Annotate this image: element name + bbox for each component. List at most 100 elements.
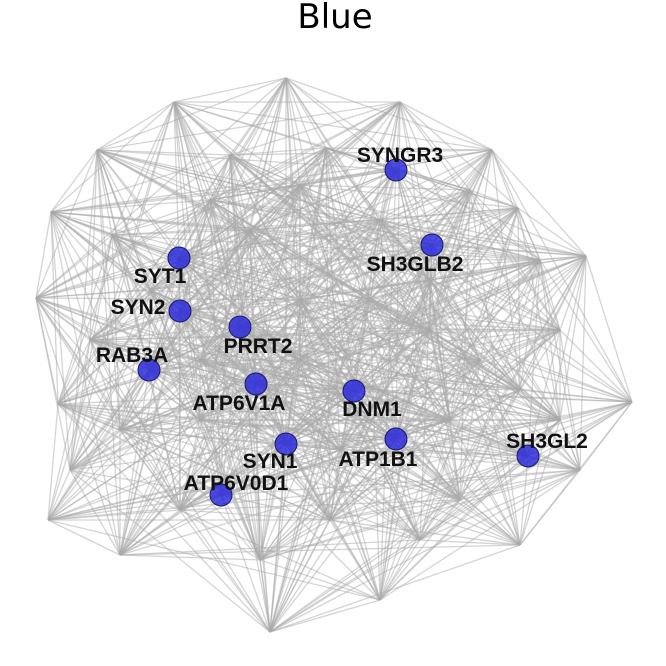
network-edge	[429, 279, 561, 421]
network-edge	[399, 101, 471, 191]
network-edge	[395, 244, 433, 440]
network-edge	[179, 509, 331, 521]
network-edge	[579, 401, 633, 471]
network-edge	[35, 77, 287, 299]
network-edge	[179, 310, 287, 445]
network-edge	[429, 279, 521, 391]
hub-label-syn1: SYN1	[243, 450, 298, 473]
network-edge	[35, 147, 327, 299]
network-edge	[285, 77, 327, 149]
network-edge	[119, 539, 421, 556]
network-edge	[89, 244, 433, 341]
network-edge	[299, 244, 433, 361]
network-edge	[449, 419, 521, 546]
network-edge	[178, 257, 371, 301]
network-edge	[269, 499, 461, 633]
network-edge	[285, 77, 493, 151]
network-edge	[329, 519, 421, 541]
network-edge	[259, 449, 341, 561]
network-edge	[57, 403, 222, 496]
network-edge	[229, 149, 493, 156]
network-edge	[395, 169, 521, 546]
network-edge	[173, 101, 301, 186]
network-edge	[47, 519, 381, 601]
network-edge	[119, 229, 251, 431]
network-edge	[69, 77, 287, 471]
network-edge	[209, 101, 401, 201]
network-edge	[239, 326, 561, 421]
network-edge	[149, 289, 257, 385]
hub-label-syt1: SYT1	[134, 265, 187, 288]
network-edge	[209, 199, 433, 246]
network-edge	[89, 339, 341, 451]
network-edge	[89, 339, 181, 511]
network-edge	[517, 207, 541, 261]
network-edge	[111, 199, 211, 236]
network-edge	[459, 419, 561, 501]
network-edge	[339, 279, 431, 451]
network-edge	[179, 310, 261, 561]
network-edge	[57, 339, 91, 405]
network-edge	[220, 494, 271, 633]
network-edge	[429, 329, 529, 457]
network-edge	[539, 259, 561, 331]
network-edge	[119, 419, 201, 556]
network-edge	[111, 154, 231, 236]
network-edge	[259, 443, 287, 561]
network-edge	[96, 101, 401, 151]
network-edge	[539, 259, 561, 421]
network-edge	[285, 77, 397, 171]
network-edge	[209, 199, 529, 457]
edge-layer	[35, 77, 633, 633]
network-edge	[119, 544, 521, 556]
network-edge	[395, 169, 471, 191]
network-edge	[47, 383, 257, 521]
network-edge	[35, 101, 401, 299]
hub-label-atp6v1a: ATP6V1A	[193, 392, 286, 415]
network-edge	[149, 199, 211, 291]
network-edge	[339, 244, 433, 451]
network-edge	[329, 519, 521, 546]
network-edge	[50, 149, 98, 213]
network-edge	[179, 310, 397, 440]
network-edge	[395, 259, 541, 440]
network-edge	[220, 326, 241, 496]
network-edge	[209, 199, 381, 221]
hub-label-dnm1: DNM1	[342, 398, 402, 421]
network-edge	[239, 259, 541, 328]
network-edge	[50, 199, 211, 213]
network-edge	[148, 326, 241, 371]
network-edge	[395, 329, 431, 440]
network-edge	[255, 383, 341, 451]
network-edge	[179, 184, 301, 312]
network-edge	[379, 455, 529, 601]
network-edge	[329, 455, 529, 521]
network-edge	[369, 299, 381, 601]
network-edge	[329, 419, 451, 521]
network-edge	[149, 244, 433, 291]
network-edge	[285, 419, 451, 445]
network-edge	[47, 403, 59, 521]
node-layer	[137, 158, 540, 507]
network-edge	[35, 297, 271, 633]
network-edge	[379, 169, 397, 601]
network-edge	[429, 279, 561, 331]
network-edge	[419, 539, 521, 546]
network-edge	[491, 149, 633, 403]
network-edge	[395, 438, 461, 501]
network-edge	[209, 147, 327, 201]
network-edge	[148, 244, 433, 371]
network-edge	[57, 403, 271, 633]
network-edge	[429, 259, 541, 281]
network-edge	[199, 359, 461, 501]
network-edge	[96, 149, 180, 259]
network-edge	[178, 257, 301, 301]
network-edge	[459, 401, 633, 501]
hub-node-rab3a	[137, 358, 161, 382]
network-edge	[96, 149, 397, 171]
network-edge	[178, 169, 397, 259]
hub-label-atp6v0d1: ATP6V0D1	[184, 472, 289, 495]
network-edge	[47, 339, 91, 521]
network-edge	[199, 359, 261, 561]
hub-label-atp1b1: ATP1B1	[339, 448, 418, 471]
